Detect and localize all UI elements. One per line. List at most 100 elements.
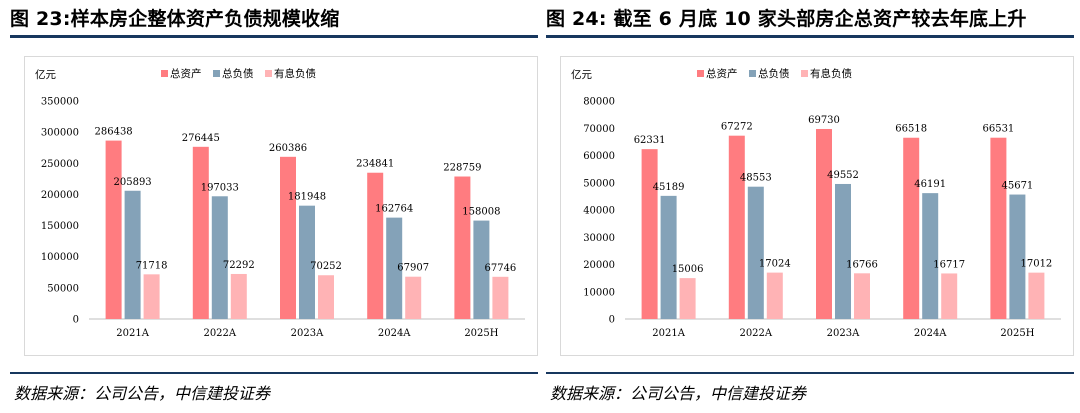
bar bbox=[641, 149, 658, 319]
x-tick-label: 2024A bbox=[378, 328, 411, 339]
data-label: 15006 bbox=[672, 264, 704, 275]
y-tick-label: 10000 bbox=[583, 287, 615, 298]
data-label: 260386 bbox=[269, 143, 307, 154]
y-tick-label: 70000 bbox=[583, 124, 615, 135]
y-tick-label: 0 bbox=[73, 315, 79, 326]
data-label: 67907 bbox=[397, 263, 429, 274]
x-tick-label: 2021A bbox=[116, 328, 149, 339]
bar bbox=[299, 205, 315, 319]
y-tick-label: 80000 bbox=[583, 97, 615, 108]
bar bbox=[124, 190, 141, 319]
bar bbox=[192, 146, 209, 319]
chart-source: 数据来源：公司公告，中信建投证券 bbox=[14, 384, 271, 403]
data-label: 66518 bbox=[895, 124, 927, 135]
data-label: 158008 bbox=[462, 207, 500, 218]
bar bbox=[367, 172, 384, 319]
title-rule bbox=[10, 35, 538, 38]
legend-swatch bbox=[161, 70, 168, 77]
source-rule bbox=[546, 372, 1074, 374]
data-label: 66531 bbox=[982, 124, 1014, 135]
data-label: 72292 bbox=[223, 260, 255, 271]
data-label: 67746 bbox=[484, 263, 516, 274]
legend-swatch bbox=[265, 70, 272, 77]
data-label: 45671 bbox=[1001, 181, 1033, 192]
data-label: 70252 bbox=[310, 261, 342, 272]
bar bbox=[386, 217, 403, 319]
bar bbox=[816, 128, 832, 319]
x-tick-label: 2024A bbox=[914, 328, 947, 339]
legend-swatch bbox=[697, 70, 704, 77]
bar-chart-svg: 亿元 总资产 总负债 有息负债 0 10000 20000 30000 40000 50000 60… bbox=[571, 67, 1061, 339]
data-label: 276445 bbox=[182, 133, 220, 144]
legend-swatch bbox=[801, 70, 808, 77]
legend-label: 总负债 bbox=[758, 67, 790, 80]
legend-label: 总资产 bbox=[170, 67, 202, 80]
y-tick-label: 30000 bbox=[583, 233, 615, 244]
data-label: 49552 bbox=[827, 170, 859, 181]
data-label: 67272 bbox=[721, 122, 753, 133]
chart-title: 图 24: 截至 6 月底 10 家头部房企总资产较去年底上升 bbox=[546, 8, 1027, 30]
title-rule bbox=[546, 35, 1074, 38]
data-label: 197033 bbox=[201, 182, 239, 193]
bar bbox=[405, 276, 422, 319]
bar bbox=[143, 274, 160, 319]
chart-panel-left: 图 23:样本房企整体资产负债规模收缩 亿元 总资产 总负债 有息负债 0 50000 10… bbox=[10, 0, 538, 413]
bar bbox=[473, 220, 490, 319]
chart-title: 图 23:样本房企整体资产负债规模收缩 bbox=[10, 8, 340, 30]
y-tick-label: 20000 bbox=[583, 260, 615, 271]
y-tick-label: 50000 bbox=[583, 178, 615, 189]
x-tick-label: 2023A bbox=[827, 328, 860, 339]
chart-area: 亿元 总资产 总负债 有息负债 0 50000 100000 150000 200000 2500… bbox=[24, 56, 538, 356]
bar bbox=[454, 176, 471, 319]
data-label: 46191 bbox=[914, 179, 946, 190]
legend-swatch bbox=[749, 70, 756, 77]
y-tick-label: 300000 bbox=[41, 128, 79, 139]
data-label: 228759 bbox=[443, 163, 481, 174]
legend-label: 总负债 bbox=[222, 67, 254, 80]
bar bbox=[766, 272, 783, 319]
chart-area: 亿元 总资产 总负债 有息负债 0 10000 20000 30000 40000 50000 60… bbox=[560, 56, 1074, 356]
data-label: 286438 bbox=[95, 127, 133, 138]
bar-chart-svg: 亿元 总资产 总负债 有息负债 0 50000 100000 150000 200000 2500… bbox=[35, 67, 525, 339]
bar bbox=[1009, 194, 1026, 319]
y-unit-label: 亿元 bbox=[571, 68, 592, 81]
legend-label: 总资产 bbox=[706, 67, 738, 80]
bar bbox=[105, 140, 122, 319]
bar bbox=[941, 273, 958, 319]
bar bbox=[318, 275, 334, 319]
data-label: 48553 bbox=[740, 173, 772, 184]
legend-label: 有息负债 bbox=[810, 67, 852, 80]
bar bbox=[280, 156, 296, 319]
y-tick-label: 250000 bbox=[41, 159, 79, 170]
y-tick-label: 150000 bbox=[41, 221, 79, 232]
y-tick-label: 200000 bbox=[41, 190, 79, 201]
data-label: 17012 bbox=[1020, 259, 1052, 270]
bar bbox=[492, 276, 509, 319]
y-tick-label: 350000 bbox=[41, 97, 79, 108]
bar bbox=[922, 193, 939, 319]
data-label: 162764 bbox=[375, 204, 413, 215]
chart-panel-right: 图 24: 截至 6 月底 10 家头部房企总资产较去年底上升 亿元 总资产 总负债… bbox=[546, 0, 1074, 413]
bar bbox=[854, 273, 870, 319]
data-label: 16766 bbox=[846, 259, 878, 270]
y-unit-label: 亿元 bbox=[35, 68, 56, 81]
data-label: 45189 bbox=[653, 182, 685, 193]
data-label: 71718 bbox=[136, 260, 168, 271]
data-label: 62331 bbox=[634, 135, 666, 146]
data-label: 16717 bbox=[933, 259, 965, 270]
x-tick-label: 2025H bbox=[464, 328, 498, 339]
bar bbox=[230, 273, 247, 319]
bar bbox=[835, 183, 851, 319]
y-tick-label: 60000 bbox=[583, 151, 615, 162]
chart-source: 数据来源：公司公告，中信建投证券 bbox=[550, 384, 807, 403]
bar bbox=[1028, 272, 1045, 319]
x-tick-label: 2025H bbox=[1000, 328, 1034, 339]
bar bbox=[747, 186, 764, 319]
data-label: 234841 bbox=[356, 159, 394, 170]
data-label: 205893 bbox=[114, 177, 152, 188]
data-label: 181948 bbox=[288, 192, 326, 203]
bar bbox=[211, 196, 228, 319]
bar bbox=[990, 137, 1007, 319]
y-tick-label: 50000 bbox=[47, 283, 79, 294]
y-tick-label: 0 bbox=[609, 315, 615, 326]
